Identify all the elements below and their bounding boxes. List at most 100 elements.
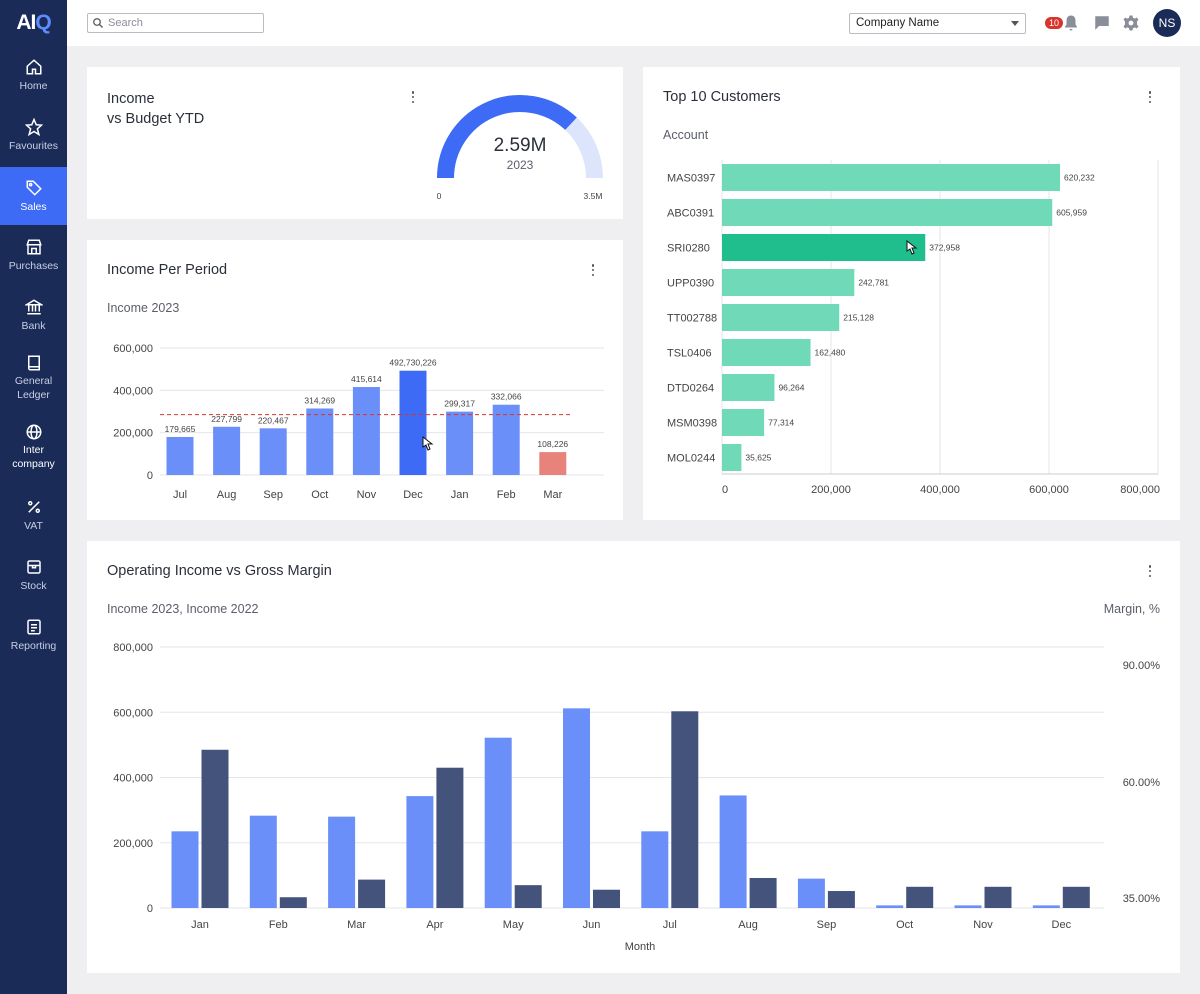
sidebar-item-inter-company[interactable]: Inter company <box>0 416 67 478</box>
bar <box>593 889 620 908</box>
sidebar-item-stock[interactable]: Stock <box>0 546 67 604</box>
bar <box>1062 886 1090 908</box>
margin-tick-label: 90.00% <box>1123 660 1161 672</box>
topbar: Company Name 10 NS <box>67 0 1200 46</box>
account-label: UPP0390 <box>667 278 714 290</box>
sidebar-item-purchases[interactable]: Purchases <box>0 226 67 284</box>
bar-value-label: 77,314 <box>768 418 794 428</box>
bar-value-label: 314,269 <box>304 395 335 405</box>
gear-icon[interactable] <box>1122 14 1140 32</box>
account-label: DTD0264 <box>667 383 714 395</box>
more-menu-icon[interactable] <box>586 263 600 277</box>
company-select[interactable]: Company Name <box>849 13 1026 34</box>
x-tick-label: Aug <box>217 489 237 501</box>
sidebar-item-bank[interactable]: Bank <box>0 286 67 344</box>
sidebar-item-vat[interactable]: VAT <box>0 486 67 544</box>
bar <box>671 711 699 908</box>
bar <box>722 304 840 331</box>
bar <box>279 897 307 908</box>
more-menu-icon[interactable] <box>406 90 420 104</box>
bar <box>539 452 567 475</box>
x-tick-label: Nov <box>973 919 993 931</box>
bar <box>514 885 542 908</box>
sidebar-item-label: Purchases <box>8 259 59 272</box>
search-icon <box>93 18 103 28</box>
bar <box>249 815 277 908</box>
x-tick-label: Jan <box>451 489 469 501</box>
sidebar-item-label: Reporting <box>10 639 57 652</box>
x-tick-label: Aug <box>738 919 758 931</box>
bar-value-label: 215,128 <box>843 313 874 323</box>
x-tick-label: Feb <box>497 489 516 501</box>
sidebar-item-favourites[interactable]: Favourites <box>0 106 67 164</box>
account-label: TT002788 <box>667 313 717 325</box>
tag-icon <box>26 180 42 196</box>
bar <box>906 886 934 908</box>
y-tick-label: 400,000 <box>113 773 153 785</box>
bar <box>328 816 356 908</box>
hand-cursor-icon <box>422 435 434 451</box>
sidebar-item-label: Favourites <box>8 139 59 152</box>
sidebar-item-home[interactable]: Home <box>0 46 67 104</box>
sidebar-item-sales[interactable]: Sales <box>0 167 67 225</box>
card-title: Income vs Budget YTD <box>107 89 204 129</box>
bar <box>797 878 825 908</box>
more-menu-icon[interactable] <box>1143 90 1157 104</box>
x-tick-label: Mar <box>543 489 562 501</box>
star-icon <box>24 117 43 136</box>
more-menu-icon[interactable] <box>1143 564 1157 578</box>
top-customers-chart: 0 200,000 400,000 600,000 800,000 MAS0397 620,… <box>667 160 1160 496</box>
bar-value-label: 162,480 <box>815 348 846 358</box>
book-icon <box>27 355 40 371</box>
card-subtitle: Income 2023 <box>107 301 180 315</box>
gauge-value: 2.59M <box>494 135 547 156</box>
bar-value-label: 492,730,226 <box>389 358 437 368</box>
income-per-period-chart: 0 200,000 400,000 600,000 179,665 Jul 227,799 A… <box>113 343 604 501</box>
bar <box>352 387 380 475</box>
account-label: MAS0397 <box>667 173 715 185</box>
card-title: Top 10 Customers <box>663 89 781 105</box>
gauge-year: 2023 <box>507 158 534 172</box>
bar <box>171 831 199 908</box>
search-box[interactable] <box>87 13 264 33</box>
bar-value-label: 227,799 <box>211 414 242 424</box>
bar <box>358 879 386 908</box>
chat-icon[interactable] <box>1093 14 1111 32</box>
bell-icon[interactable] <box>1062 14 1080 32</box>
sidebar-item-label: Bank <box>21 319 46 332</box>
sidebar-item-label: Stock <box>20 579 47 592</box>
sidebar-item-label: General Ledger <box>14 375 53 401</box>
store-icon <box>25 239 42 254</box>
operating-income-chart: 0 200,000 400,000 600,000 800,000 35.00% 60.00… <box>113 642 1161 953</box>
margin-tick-label: 35.00% <box>1123 893 1161 905</box>
bar-value-label: 372,958 <box>929 243 960 253</box>
sidebar-item-reporting[interactable]: Reporting <box>0 606 67 664</box>
app-logo[interactable]: AI Q <box>16 11 51 34</box>
bar <box>722 269 855 296</box>
margin-tick-label: 60.00% <box>1123 777 1161 789</box>
sidebar-item-label: VAT <box>24 519 43 532</box>
search-input[interactable] <box>108 17 258 29</box>
x-tick-label: 0 <box>722 484 728 496</box>
chevron-down-icon <box>1011 21 1019 26</box>
bar <box>722 339 811 366</box>
x-tick-label: 800,000 <box>1120 484 1160 496</box>
card-title-line1: Income <box>107 91 155 107</box>
sidebar: AI Q Home Favourites Sales Purchases Bank… <box>0 0 67 994</box>
account-label: MSM0398 <box>667 418 717 430</box>
box-icon <box>26 559 41 574</box>
bar <box>166 436 194 475</box>
x-tick-label: Mar <box>347 919 366 931</box>
x-tick-label: Dec <box>403 489 423 501</box>
bar-value-label: 220,467 <box>258 415 289 425</box>
sidebar-item-general-ledger[interactable]: General Ledger <box>0 347 67 409</box>
bar <box>722 374 775 401</box>
bar-value-label: 332,066 <box>491 392 522 402</box>
avatar[interactable]: NS <box>1153 9 1181 37</box>
y-tick-label: 800,000 <box>113 642 153 654</box>
notification-badge: 10 <box>1045 17 1064 29</box>
bar <box>446 411 474 475</box>
bar <box>259 428 287 475</box>
bar <box>406 796 434 908</box>
bar-value-label: 242,781 <box>858 278 889 288</box>
